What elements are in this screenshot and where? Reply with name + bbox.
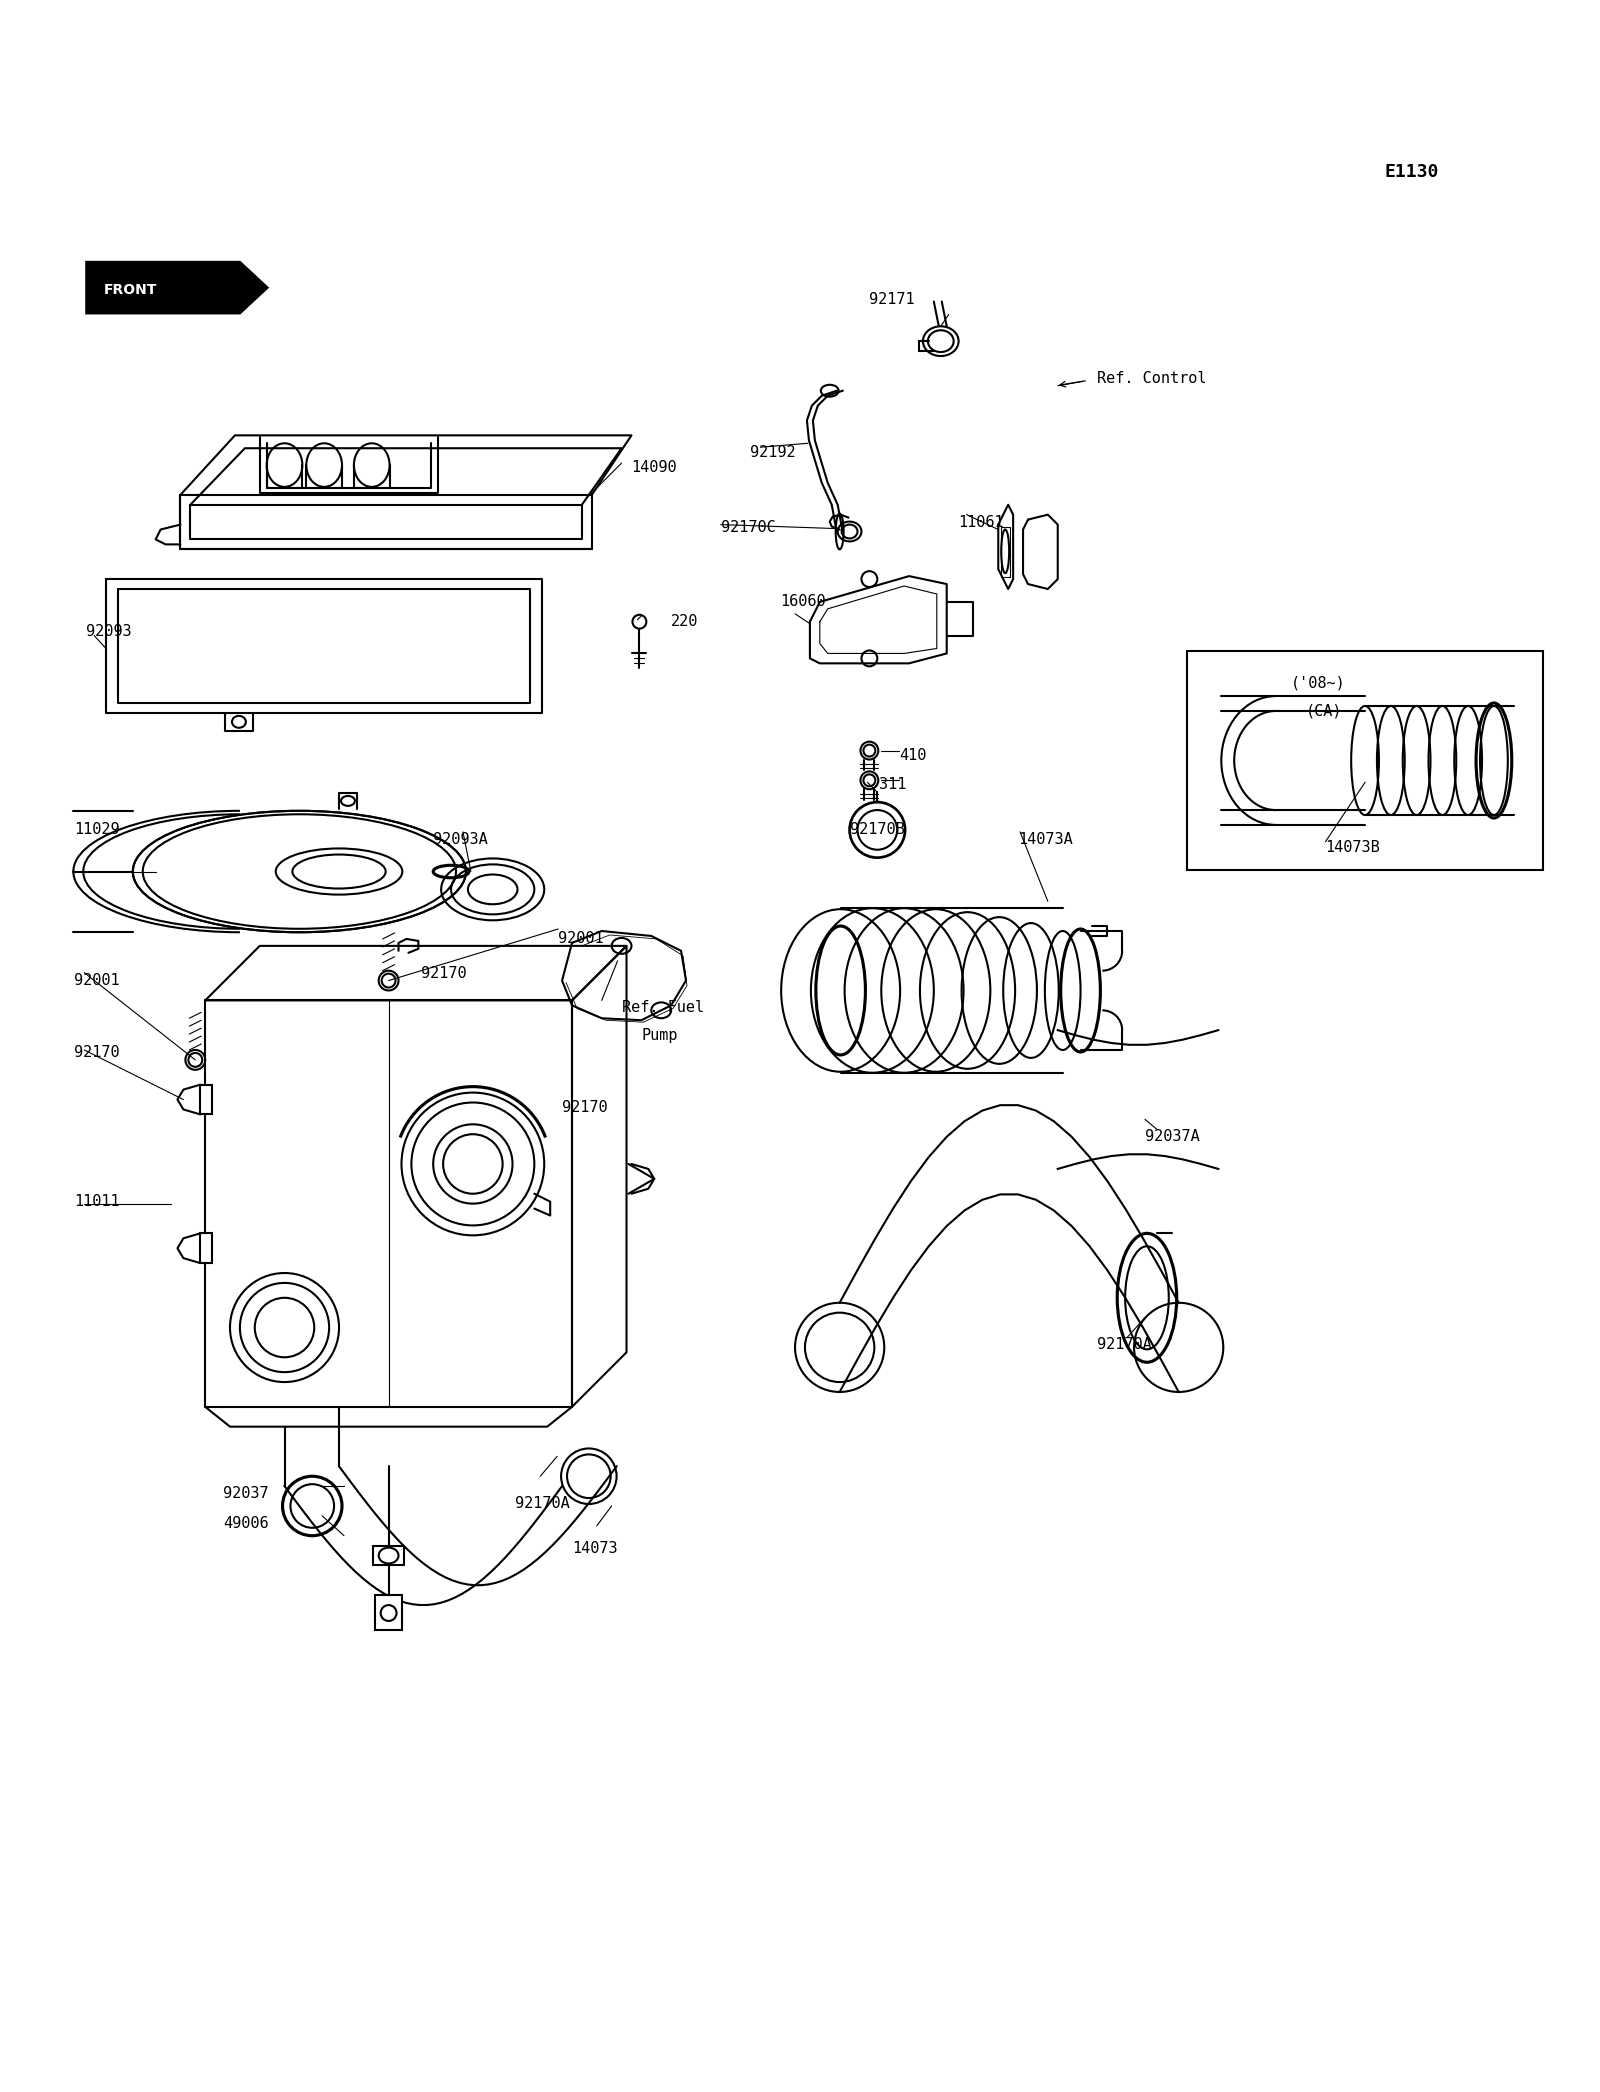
Text: 92037: 92037 <box>222 1485 269 1502</box>
Text: 92170: 92170 <box>74 1046 120 1061</box>
Text: 11029: 11029 <box>74 822 120 837</box>
Text: 92170: 92170 <box>421 967 467 981</box>
Text: Pump: Pump <box>642 1027 678 1044</box>
Text: 220: 220 <box>670 613 699 630</box>
Text: 14073A: 14073A <box>1018 833 1074 847</box>
Text: 11061: 11061 <box>958 515 1005 529</box>
Text: 14073B: 14073B <box>1325 839 1381 856</box>
Text: 311: 311 <box>880 778 907 793</box>
Text: 92093: 92093 <box>86 623 131 638</box>
Text: E1130: E1130 <box>1386 163 1440 180</box>
Text: 92170A: 92170A <box>1098 1337 1152 1351</box>
Text: 92170C: 92170C <box>720 519 776 536</box>
Bar <box>373 1546 405 1565</box>
Bar <box>200 1084 213 1115</box>
Bar <box>1187 651 1544 870</box>
Text: 92170: 92170 <box>562 1100 608 1115</box>
Text: 92093A: 92093A <box>434 833 488 847</box>
Text: 92171: 92171 <box>869 291 915 308</box>
Text: 92170A: 92170A <box>515 1496 570 1510</box>
Bar <box>374 1596 403 1630</box>
Text: ('08~): ('08~) <box>1291 676 1346 690</box>
Text: 92001: 92001 <box>74 973 120 987</box>
Text: 14073: 14073 <box>571 1540 618 1556</box>
Text: 16060: 16060 <box>781 594 826 609</box>
Text: Ref. Control: Ref. Control <box>1098 370 1206 385</box>
Polygon shape <box>86 262 267 314</box>
Text: 92170B: 92170B <box>850 822 904 837</box>
Text: FRONT: FRONT <box>104 282 157 297</box>
Text: 92037A: 92037A <box>1146 1130 1200 1144</box>
Text: 92192: 92192 <box>750 446 797 460</box>
Text: (CA): (CA) <box>1306 703 1342 718</box>
Text: Ref. Fuel: Ref. Fuel <box>621 1000 704 1015</box>
Text: 49006: 49006 <box>222 1517 269 1531</box>
Text: 92001: 92001 <box>558 931 603 946</box>
Text: 410: 410 <box>899 747 926 764</box>
Text: 14090: 14090 <box>632 460 677 475</box>
Bar <box>200 1234 213 1264</box>
Text: 11011: 11011 <box>74 1195 120 1209</box>
